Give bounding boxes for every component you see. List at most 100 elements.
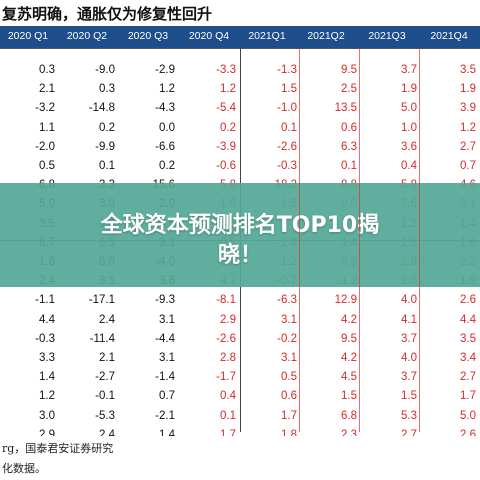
column-header: 2021Q1: [248, 30, 286, 42]
table-cell: 1.4: [39, 371, 55, 384]
table-cell: 0.4: [220, 390, 236, 403]
source-note: rg，国泰君安证券研究 化数据。: [0, 436, 480, 480]
table-cell: 0.5: [281, 371, 297, 384]
table-cell: -1.3: [277, 64, 297, 76]
table-cell: -4.4: [155, 332, 175, 345]
table-cell: 2.6: [460, 294, 476, 307]
table-cell: -3.9: [216, 140, 236, 153]
table-cell: 0.6: [281, 390, 297, 403]
banner-headline-line-2: 晓！: [217, 243, 262, 268]
table-cell: -9.3: [155, 294, 175, 307]
table-cell: 0.5: [39, 160, 55, 172]
table-cell: 1.5: [281, 83, 297, 96]
table-cell: -2.6: [216, 332, 236, 345]
table-cell: -1.4: [155, 371, 175, 384]
table-cell: 0.1: [341, 160, 357, 172]
column-header: 2020 Q4: [188, 30, 230, 42]
column-header: 2020 Q2: [66, 30, 108, 42]
table-cell: 4.2: [341, 352, 357, 364]
table-cell: -0.3: [35, 332, 55, 345]
table-cell: 1.9: [460, 83, 476, 96]
table-cell: -3.3: [216, 64, 236, 76]
table-cell: 3.6: [401, 140, 417, 153]
table-cell: 0.6: [341, 121, 357, 134]
table-cell: 0.2: [220, 121, 236, 134]
source-line-1: rg，国泰君安证券研究: [2, 442, 114, 455]
table-cell: -0.3: [277, 160, 297, 172]
table-cell: 0.2: [99, 121, 115, 134]
table-cell: 2.1: [39, 83, 55, 96]
table-cell: -4.3: [155, 102, 175, 115]
table-cell: 1.7: [281, 409, 297, 422]
column-divider-line: [419, 48, 420, 432]
table-cell: 0.2: [159, 160, 175, 172]
table-cell: 3.9: [460, 102, 476, 115]
table-cell: 4.0: [401, 352, 417, 364]
table-cell: 0.1: [220, 409, 236, 422]
table-cell: 3.7: [401, 332, 417, 345]
table-cell: -14.8: [88, 102, 115, 115]
table-cell: -9.9: [95, 140, 115, 153]
table-cell: -1.1: [35, 294, 55, 307]
table-cell: 4.5: [341, 371, 357, 384]
headline-banner[interactable]: 全球资本预测排名TOP10揭 晓！: [0, 183, 480, 287]
table-cell: 3.7: [401, 64, 417, 76]
table-cell: -5.3: [95, 409, 115, 422]
table-cell: 2.8: [220, 352, 236, 364]
table-cell: -2.9: [155, 64, 175, 76]
table-cell: 1.0: [401, 121, 417, 134]
table-cell: 1.5: [341, 390, 357, 403]
table-cell: 2.9: [220, 313, 236, 326]
table-cell: 3.1: [159, 352, 175, 364]
table-cell: 5.3: [401, 409, 417, 422]
table-cell: 1.9: [401, 83, 417, 96]
table-cell: -6.3: [277, 294, 297, 307]
table-cell: 13.5: [334, 102, 357, 115]
table-cell: 3.7: [401, 371, 417, 384]
table-cell: 5.0: [401, 102, 417, 115]
table-cell: -0.1: [95, 390, 115, 403]
table-cell: 3.5: [460, 332, 476, 345]
column-header: 2021Q4: [430, 30, 468, 42]
column-divider-line: [359, 48, 360, 432]
table-cell: 0.0: [159, 121, 175, 134]
table-cell: -2.1: [155, 409, 175, 422]
table-cell: 6.3: [341, 140, 357, 153]
table-cell: 4.1: [401, 313, 417, 326]
column-divider-line: [299, 48, 300, 432]
column-header: 2021Q2: [307, 30, 345, 42]
table-cell: -6.6: [155, 140, 175, 153]
table-cell: 1.1: [39, 121, 55, 134]
table-cell: 2.5: [341, 83, 357, 96]
table-cell: 5.0: [460, 409, 476, 422]
table-cell: -9.0: [95, 64, 115, 76]
table-cell: 3.5: [460, 64, 476, 76]
table-cell: 4.0: [401, 294, 417, 307]
table-cell: 0.7: [159, 390, 175, 403]
table-cell: 9.5: [341, 64, 357, 76]
report-title-bar: 复苏明确，通胀仅为修复性回升: [0, 0, 480, 26]
table-cell: 9.5: [341, 332, 357, 345]
table-cell: -17.1: [88, 294, 115, 307]
table-header-row: 2020 Q1 2020 Q2 2020 Q3 2020 Q4 2021Q1 2021Q2…: [0, 26, 480, 48]
table-cell: 0.3: [99, 83, 115, 96]
column-header: 2020 Q3: [127, 30, 169, 42]
table-cell: 0.3: [39, 64, 55, 76]
table-cell: 3.0: [39, 409, 55, 422]
table-cell: 2.7: [460, 371, 476, 384]
table-cell: 1.2: [220, 83, 236, 96]
table-cell: -3.2: [35, 102, 55, 115]
table-cell: 3.1: [281, 352, 297, 364]
table-cell: -5.4: [216, 102, 236, 115]
table-cell: 0.4: [401, 160, 417, 172]
table-cell: 6.8: [341, 409, 357, 422]
table-cell: -2.0: [35, 140, 55, 153]
table-cell: 3.4: [460, 352, 476, 364]
source-line-2: 化数据。: [2, 462, 46, 475]
table-cell: -11.4: [89, 332, 115, 345]
table-cell: -2.7: [95, 371, 115, 384]
report-title: 复苏明确，通胀仅为修复性回升: [2, 5, 213, 23]
table-cell: 0.1: [281, 121, 297, 134]
table-cell: 2.1: [99, 352, 115, 364]
table-cell: 1.5: [401, 390, 417, 403]
